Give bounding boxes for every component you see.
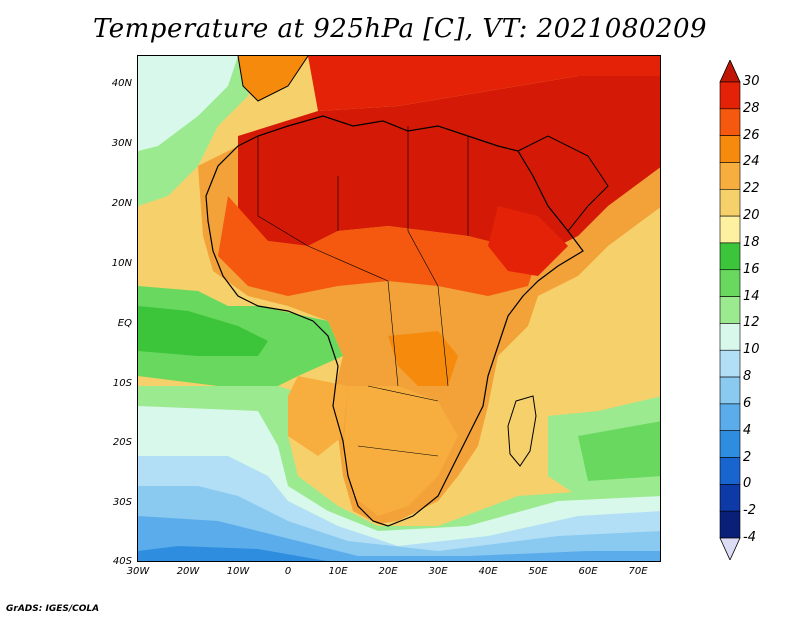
map-plot [137,55,661,562]
lon-label: 0 [284,566,292,577]
colorbar-swatch [719,323,741,351]
lon-label: 50E [528,566,548,577]
colorbar-tick-label: 12 [743,315,760,331]
field-north-hot [308,56,660,111]
colorbar-tick-label: 2 [743,449,752,465]
field-sahel [218,196,538,296]
lat-label: 40S [112,556,132,567]
madagascar-coastline [507,395,537,467]
colorbar-swatch [719,188,741,217]
arabia-coastline [517,135,609,232]
field-horn-hot [488,206,568,276]
colorbar-swatch [719,162,741,190]
lat-label: EQ [117,318,132,329]
colorbar-swatch [719,510,741,539]
lon-label: 10E [328,566,348,577]
field-south-darkest [138,546,327,561]
colorbar-tick-label: 4 [743,422,752,438]
credit-text: GrADS: IGES/COLA [6,604,100,614]
lat-label: 40N [111,78,132,89]
colorbar-swatch [719,430,741,458]
field-natlantic-cool [138,56,238,151]
lat-label: 30N [111,138,132,149]
colorbar-tick-label: 0 [743,476,752,492]
colorbar-swatch [719,135,741,163]
field-madagascar [508,396,536,466]
colorbar-tick-label: 24 [743,154,760,170]
colorbar-tick-label: 16 [743,261,760,277]
colorbar-swatch [719,242,741,271]
temperature-field [138,56,660,561]
field-central [388,331,458,386]
lon-label: 30W [126,566,150,577]
lon-label: 30E [428,566,448,577]
colorbar-tick-label: -2 [743,503,756,519]
lat-label: 30S [112,497,132,508]
colorbar-tick-label: 30 [743,74,760,89]
colorbar-tick-label: 20 [743,208,760,224]
lon-label: 60E [578,566,598,577]
lon-label: 70E [628,566,648,577]
field-sahara-hot [238,56,660,256]
lat-label: 10S [112,378,132,389]
colorbar [719,60,741,560]
colorbar-tick-label: 28 [743,100,760,116]
lat-label: 20S [112,437,132,448]
lon-label: 20E [378,566,398,577]
country-borders [257,126,469,457]
colorbar-tick-label: 14 [743,288,760,304]
colorbar-swatch [719,296,741,324]
colorbar-tick-label: 6 [743,395,752,411]
colorbar-swatch [719,108,741,136]
iberia-coastline [237,56,309,102]
colorbar-tick-label: 10 [743,342,760,358]
lat-label: 20N [111,198,132,209]
lon-label: 40E [478,566,498,577]
colorbar-swatch [719,269,741,297]
colorbar-tick-label: -4 [743,530,756,545]
field-tropical-atlantic-dark [138,306,268,356]
colorbar-tick-label: 22 [743,181,760,197]
colorbar-under-triangle [719,537,741,560]
africa-coastline [205,115,584,527]
lon-label: 20W [176,566,200,577]
lon-label: 10W [226,566,250,577]
colorbar-tick-label: 26 [743,127,760,143]
colorbar-tick-label: 8 [743,369,752,385]
field-indian-green-dark [578,421,660,481]
map-title: Temperature at 925hPa [C], VT: 202108020… [92,14,708,44]
colorbar-swatch [719,376,741,405]
colorbar-swatch [719,81,741,110]
colorbar-over-triangle [719,60,741,83]
colorbar-swatch [719,484,741,512]
field-namibia [288,376,348,456]
field-southern [343,386,458,516]
lat-label: 10N [111,258,132,269]
colorbar-swatch [719,349,741,378]
colorbar-swatch [719,215,741,244]
colorbar-swatch [719,403,741,432]
colorbar-tick-label: 18 [743,234,760,250]
field-south-deep-blue [138,516,660,561]
colorbar-swatch [719,457,741,485]
field-iberia [238,56,308,101]
